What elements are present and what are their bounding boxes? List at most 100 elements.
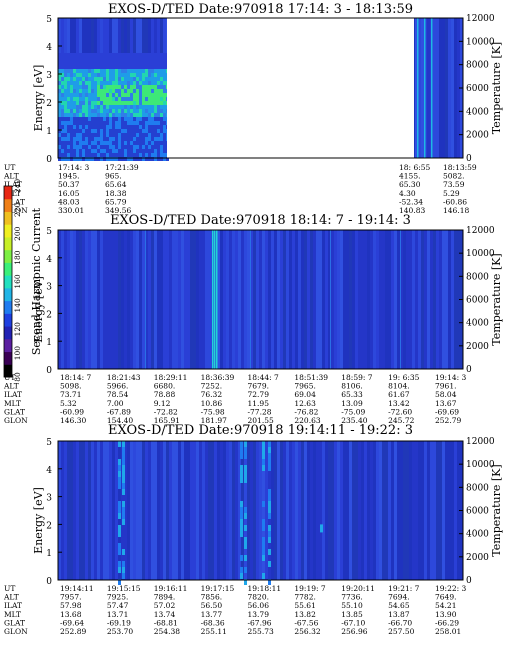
orbit-value: -66.70 [388, 618, 412, 627]
spectrogram-cell [88, 133, 91, 137]
spectrogram-cell [106, 101, 109, 105]
spectrogram-cell [106, 117, 109, 121]
spectrogram-column [262, 441, 265, 580]
spectrogram-cell [73, 145, 76, 149]
spectrogram-cell [94, 69, 97, 73]
spectrogram-cell [97, 65, 100, 69]
spectrogram-cell [82, 97, 85, 101]
spectrogram-column [442, 230, 445, 369]
spectrogram-column [406, 441, 409, 580]
spectrogram-cell [136, 149, 139, 153]
spectrogram-cell [106, 113, 109, 117]
colorbar-segment [4, 236, 12, 251]
spectrogram-cell [136, 109, 139, 113]
spectrogram-cell [122, 519, 125, 525]
y2-tick-label: 0 [466, 576, 472, 586]
spectrogram-cell [127, 153, 130, 157]
spectrogram-cell [97, 109, 100, 113]
spectrogram-cell [127, 57, 130, 61]
spectrogram-cell [118, 561, 121, 567]
orbit-value: 18:13:59 [443, 163, 477, 172]
spectrogram-column [244, 230, 247, 369]
spectrogram-cell [122, 489, 125, 495]
spectrogram-cell [64, 57, 67, 61]
spectrogram-cell [67, 113, 70, 117]
spectrogram-cell [58, 61, 61, 65]
spectrogram-cell [160, 105, 163, 109]
spectrogram-cell [88, 89, 91, 93]
spectrogram-cell [109, 125, 112, 129]
spectrogram-cell [127, 109, 130, 113]
spectrogram-cell [85, 133, 88, 137]
spectrogram-cell [240, 447, 243, 453]
spectrogram-cell [91, 65, 94, 69]
spectrogram-cell [88, 149, 91, 153]
spectrogram-cell [91, 117, 94, 121]
orbit-value: -67.89 [107, 407, 131, 416]
spectrogram-column [433, 441, 436, 580]
spectrogram-cell [97, 157, 100, 161]
orbit-value: 61.67 [388, 390, 410, 399]
spectrogram-column [265, 441, 268, 580]
spectrogram-cell [240, 477, 243, 483]
spectrogram-cell [130, 69, 133, 73]
spectrogram-cell [112, 121, 115, 125]
spectrogram-column [382, 230, 385, 369]
spectrogram-cell [85, 69, 88, 73]
spectrogram-cell [61, 117, 64, 121]
orbit-row-label: UT [4, 163, 15, 172]
spectrogram-cell [82, 117, 85, 121]
spectrogram-cell [76, 105, 79, 109]
orbit-value: 254.38 [154, 627, 180, 636]
spectrogram-cell [148, 61, 151, 65]
spectrogram-column [166, 230, 169, 369]
spectrogram-cell [91, 153, 94, 157]
spectrogram-cell [151, 113, 154, 117]
spectrogram-cell [76, 137, 79, 141]
orbit-value: 18:59: 7 [341, 373, 373, 382]
spectrogram-cell [58, 137, 61, 141]
spectrogram-cell [97, 57, 100, 61]
orbit-value: 4.30 [399, 189, 416, 198]
spectrogram-cell [157, 81, 160, 85]
y-axis-label: Energy [eV] [32, 487, 45, 554]
spectrogram-cell [82, 57, 85, 61]
spectrogram-cell [64, 65, 67, 69]
spectrogram-cell [70, 81, 73, 85]
orbit-value: 19:20:11 [341, 584, 375, 593]
spectrogram-cell [82, 137, 85, 141]
spectrogram-cell [133, 61, 136, 65]
spectrogram-cell [76, 145, 79, 149]
orbit-value: 13.74 [154, 610, 176, 619]
spectrogram-cell [118, 105, 121, 109]
spectrogram-cell [163, 153, 166, 157]
spectrogram-column [457, 441, 460, 580]
spectrogram-streak [212, 230, 214, 369]
spectrogram-cell [122, 573, 125, 579]
spectrogram-cell [58, 93, 61, 97]
spectrogram-cell [121, 69, 124, 73]
spectrogram-cell [76, 157, 79, 161]
spectrogram-cell [100, 117, 103, 121]
spectrogram-cell [136, 121, 139, 125]
spectrogram-cell [244, 537, 247, 543]
orbit-value: 13.71 [107, 610, 128, 619]
spectrogram-cell [82, 109, 85, 113]
spectrogram-column [415, 441, 418, 580]
spectrogram-cell [58, 101, 61, 105]
spectrogram-cell [268, 525, 271, 531]
orbit-row-label: GLON [4, 206, 28, 215]
spectrogram-cell [82, 77, 85, 81]
spectrogram-cell [61, 97, 64, 101]
spectrogram-cell [109, 129, 112, 133]
spectrogram-cell [115, 141, 118, 145]
spectrogram-cell [163, 69, 166, 73]
spectrogram-cell [103, 97, 106, 101]
spectrogram-cell [163, 145, 166, 149]
spectrogram-column [289, 230, 292, 369]
spectrogram-cell [118, 507, 121, 513]
spectrogram-cell [85, 117, 88, 121]
colorbar-segment [4, 300, 12, 314]
data-gap [167, 18, 414, 158]
spectrogram-cell [64, 109, 67, 113]
